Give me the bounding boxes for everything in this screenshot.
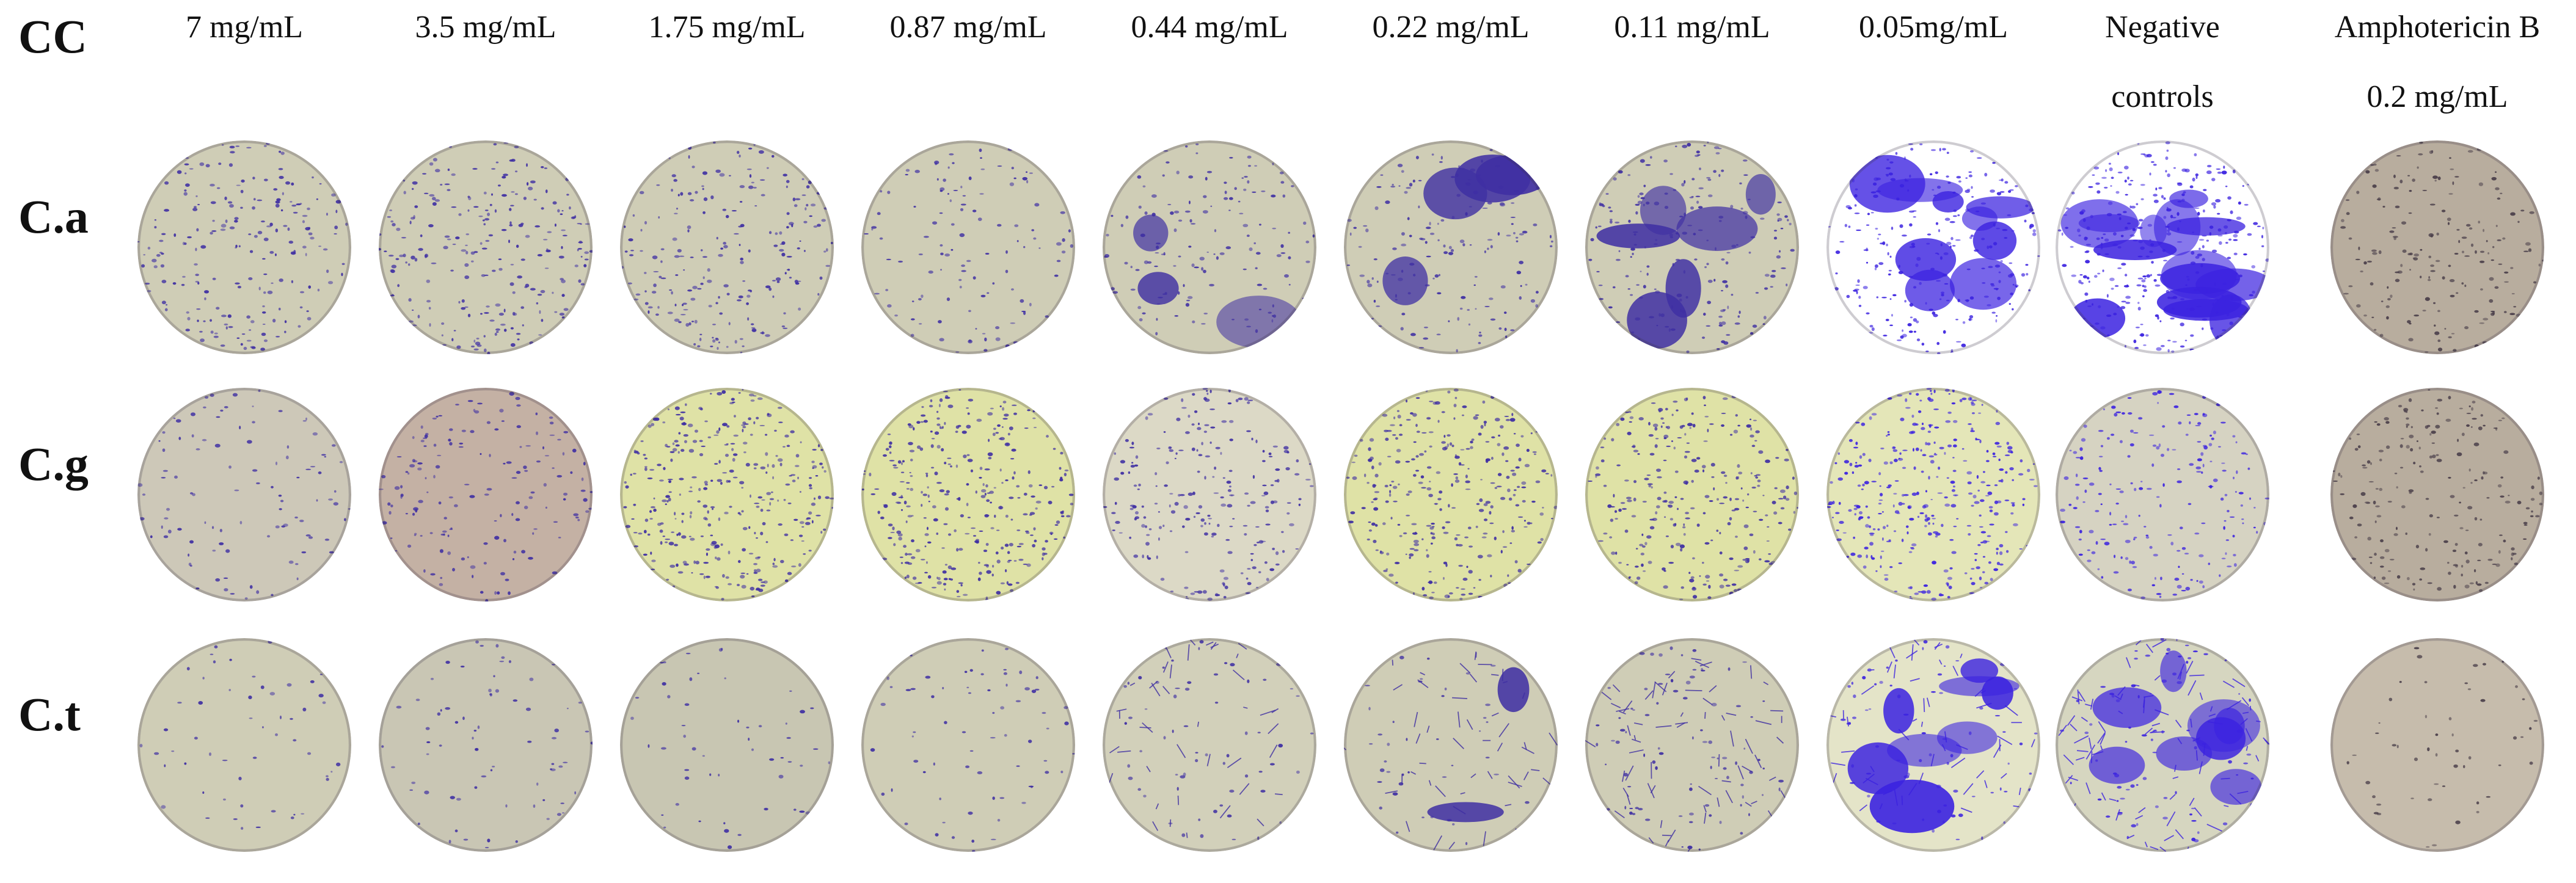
well-image bbox=[2330, 638, 2544, 852]
well-image bbox=[861, 388, 1075, 601]
corner-label: CC bbox=[18, 10, 87, 63]
well-image bbox=[379, 638, 593, 852]
column-header-line2: controls bbox=[2111, 79, 2214, 114]
column-header: 7 mg/mL bbox=[185, 10, 304, 45]
column-header: Negative bbox=[2105, 10, 2220, 45]
well-image bbox=[1103, 638, 1316, 852]
well-image bbox=[620, 140, 834, 354]
well-image bbox=[137, 140, 351, 354]
well-image bbox=[861, 140, 1075, 354]
row-label: C.t bbox=[18, 688, 81, 741]
column-header: 0.22 mg/mL bbox=[1372, 10, 1530, 45]
column-header: 1.75 mg/mL bbox=[648, 10, 806, 45]
column-header: 0.05mg/mL bbox=[1858, 10, 2009, 45]
well-image bbox=[137, 388, 351, 601]
well-image bbox=[1826, 388, 2040, 601]
well-image bbox=[2330, 140, 2544, 354]
well-image bbox=[1344, 638, 1558, 852]
well-image bbox=[1826, 140, 2040, 354]
well-image bbox=[861, 638, 1075, 852]
column-header: 0.11 mg/mL bbox=[1614, 10, 1770, 45]
column-header: 0.44 mg/mL bbox=[1131, 10, 1288, 45]
well-image bbox=[1585, 140, 1799, 354]
well-image bbox=[2330, 388, 2544, 601]
well-image bbox=[1585, 638, 1799, 852]
well-image bbox=[1344, 140, 1558, 354]
column-header-line2: 0.2 mg/mL bbox=[2366, 79, 2508, 114]
well-image bbox=[137, 638, 351, 852]
well-image bbox=[620, 388, 834, 601]
well-image bbox=[379, 140, 593, 354]
well-image bbox=[379, 388, 593, 601]
well-image bbox=[2056, 140, 2269, 354]
well-image bbox=[1344, 388, 1558, 601]
column-header: 0.87 mg/mL bbox=[889, 10, 1047, 45]
column-header: 3.5 mg/mL bbox=[415, 10, 556, 45]
column-header: Amphotericin B bbox=[2334, 10, 2541, 45]
well-image bbox=[620, 638, 834, 852]
row-label: C.g bbox=[18, 437, 89, 490]
row-label: C.a bbox=[18, 190, 89, 243]
well-image bbox=[2056, 638, 2269, 852]
well-image bbox=[2056, 388, 2269, 601]
well-image bbox=[1826, 638, 2040, 852]
well-image bbox=[1103, 388, 1316, 601]
well-image bbox=[1103, 140, 1316, 354]
well-image bbox=[1585, 388, 1799, 601]
